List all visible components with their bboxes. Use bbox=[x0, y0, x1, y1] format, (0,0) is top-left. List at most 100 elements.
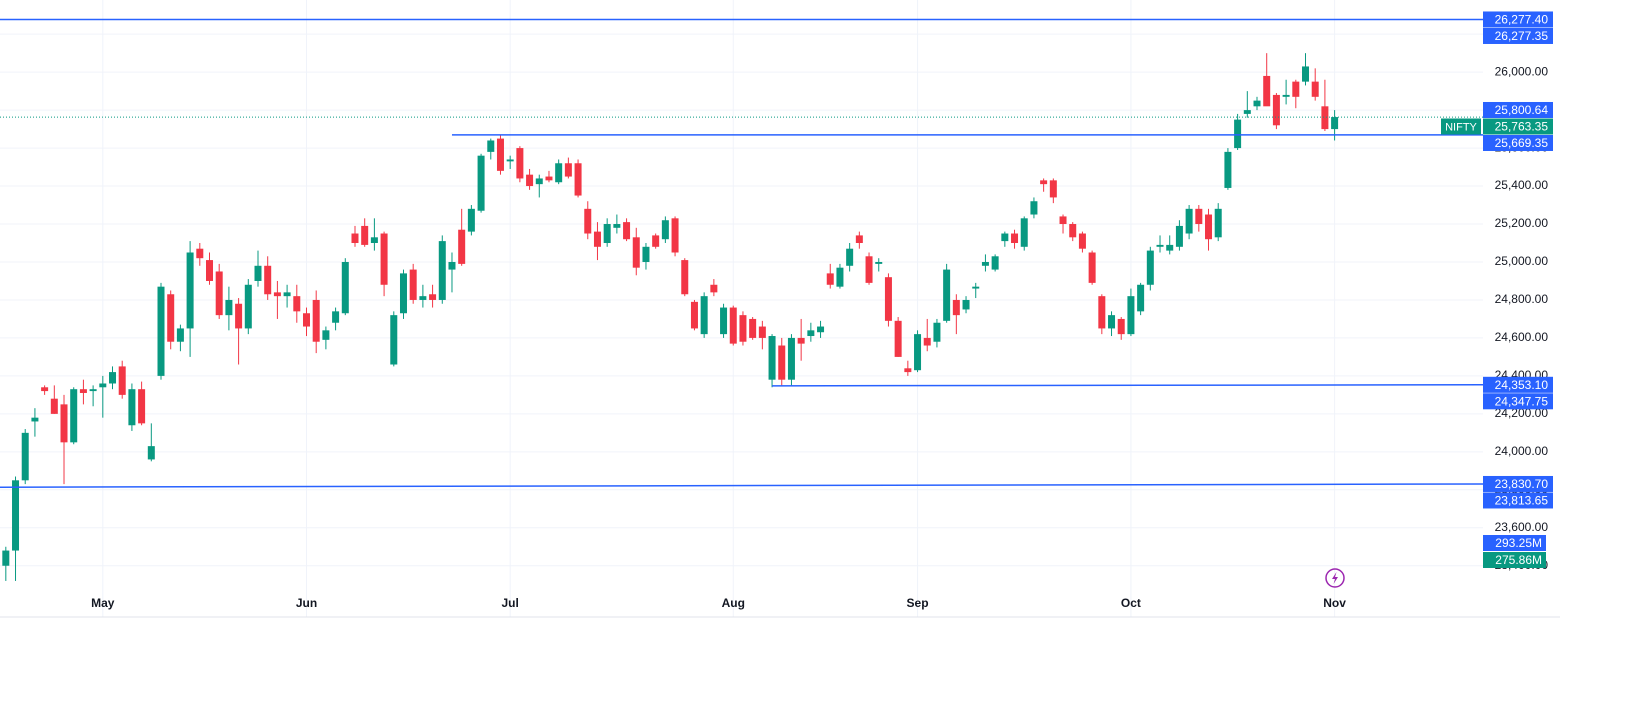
candle-body bbox=[603, 224, 611, 244]
candle-body bbox=[720, 307, 728, 335]
price-label-box bbox=[1483, 118, 1553, 135]
candle-body bbox=[681, 260, 689, 295]
y-tick-label: 24,200.00 bbox=[1495, 406, 1549, 420]
candle-body bbox=[642, 246, 650, 262]
candle-body bbox=[894, 320, 902, 357]
symbol-tag-box bbox=[1441, 118, 1481, 135]
candle-body bbox=[1166, 244, 1174, 251]
candle-body bbox=[1321, 106, 1329, 130]
candle-body bbox=[1234, 119, 1242, 149]
candle-body bbox=[1117, 318, 1125, 335]
candle-body bbox=[1146, 250, 1154, 285]
price-label-box bbox=[1483, 134, 1553, 151]
candle-body bbox=[235, 303, 243, 329]
candle-body bbox=[962, 299, 970, 310]
candle-body bbox=[1302, 66, 1310, 82]
candle-body bbox=[254, 265, 262, 281]
candle-body bbox=[933, 322, 941, 342]
candle-body bbox=[1185, 208, 1193, 234]
candle-body bbox=[332, 311, 340, 323]
candle-body bbox=[768, 336, 776, 380]
candle-body bbox=[448, 261, 456, 270]
price-label: 23,830.70 bbox=[1495, 477, 1549, 491]
price-label-box bbox=[1483, 393, 1553, 410]
candle-body bbox=[50, 398, 58, 414]
candle-body bbox=[710, 284, 718, 293]
y-tick-label: 25,200.00 bbox=[1495, 216, 1549, 230]
candle-body bbox=[196, 248, 204, 259]
candle-body bbox=[555, 163, 563, 183]
x-tick-label: Jun bbox=[296, 596, 317, 610]
candle-body bbox=[739, 315, 747, 342]
candle-body bbox=[458, 229, 466, 264]
candle-body bbox=[1078, 233, 1086, 249]
candle-body bbox=[758, 326, 766, 338]
candle-body bbox=[729, 307, 737, 344]
candle-body bbox=[186, 252, 194, 329]
candle-body bbox=[826, 273, 834, 285]
candle-body bbox=[797, 337, 805, 344]
candle-body bbox=[2, 550, 10, 566]
candle-body bbox=[690, 301, 698, 329]
y-tick-label: 23,600.00 bbox=[1495, 520, 1549, 534]
price-label-box bbox=[1483, 11, 1553, 28]
candle-body bbox=[972, 286, 980, 289]
candle-body bbox=[438, 241, 446, 300]
candle-body bbox=[409, 269, 417, 300]
candle-body bbox=[1243, 110, 1251, 114]
candle-body bbox=[1108, 315, 1116, 329]
x-tick-label: Jul bbox=[502, 596, 519, 610]
candle-body bbox=[293, 296, 301, 312]
price-label: 26,277.40 bbox=[1495, 13, 1549, 27]
candle-body bbox=[273, 292, 281, 297]
price-label: 24,347.75 bbox=[1495, 394, 1549, 408]
candle-body bbox=[1253, 100, 1261, 107]
y-tick-label: 25,000.00 bbox=[1495, 254, 1549, 268]
candle-body bbox=[1020, 218, 1028, 247]
horizontal-line bbox=[0, 483, 1484, 488]
candle-body bbox=[787, 337, 795, 380]
price-label-box bbox=[1483, 475, 1553, 492]
candle-body bbox=[390, 315, 398, 365]
candle-body bbox=[991, 256, 999, 270]
candle-body bbox=[157, 286, 165, 376]
candle-body bbox=[399, 273, 407, 314]
candle-body bbox=[99, 383, 107, 388]
volume-label: 293.25M bbox=[1495, 536, 1542, 550]
candle-body bbox=[526, 174, 534, 187]
candle-body bbox=[1030, 201, 1038, 215]
candle-body bbox=[652, 235, 660, 247]
candle-body bbox=[1049, 180, 1057, 198]
candle-body bbox=[778, 345, 786, 380]
candle-body bbox=[1214, 208, 1222, 238]
grid bbox=[0, 0, 1483, 617]
candle-body bbox=[545, 176, 553, 181]
y-tick-label: 24,800.00 bbox=[1495, 292, 1549, 306]
candle-body bbox=[283, 292, 291, 297]
candle-body bbox=[865, 256, 873, 283]
candle-body bbox=[952, 299, 960, 316]
candle-body bbox=[613, 224, 621, 228]
candle-body bbox=[564, 163, 572, 177]
candle-body bbox=[225, 299, 233, 316]
candle-body bbox=[1195, 208, 1203, 225]
candle-body bbox=[215, 271, 223, 316]
candle-body bbox=[1224, 151, 1232, 188]
candle-body bbox=[467, 208, 475, 232]
y-tick-label: 24,000.00 bbox=[1495, 444, 1549, 458]
candle-body bbox=[807, 330, 815, 337]
candle-body bbox=[312, 299, 320, 342]
candle-body bbox=[1127, 296, 1135, 335]
candle-body bbox=[21, 432, 29, 481]
candle-body bbox=[700, 296, 708, 335]
candle-body bbox=[341, 261, 349, 314]
candle-body bbox=[60, 404, 68, 443]
candle-body bbox=[836, 267, 844, 287]
candle-body bbox=[147, 446, 155, 460]
price-label: 26,277.35 bbox=[1495, 29, 1549, 43]
candle-body bbox=[535, 178, 543, 185]
candle-body bbox=[661, 220, 669, 240]
y-tick-label: 26,000.00 bbox=[1495, 64, 1549, 78]
candle-body bbox=[846, 248, 854, 266]
candle-body bbox=[118, 366, 126, 395]
